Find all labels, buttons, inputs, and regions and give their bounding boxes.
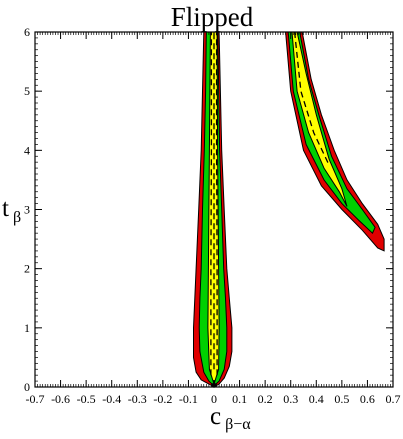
x-axis-label-main: c bbox=[210, 403, 221, 430]
dashed-line-right-3 bbox=[293, 31, 330, 166]
regions-layer bbox=[193, 31, 385, 388]
chart-title: Flipped bbox=[171, 2, 254, 32]
dashed-line-central-1 bbox=[215, 32, 218, 376]
y-axis-label: t β bbox=[2, 195, 21, 226]
y-tick-label: 5 bbox=[24, 84, 30, 98]
y-tick-label: 4 bbox=[24, 143, 30, 157]
y-tick-label: 0 bbox=[24, 380, 30, 394]
ticks-layer: -0.7 -0.6 -0.5 -0.4 -0.3 -0.2 -0.1 0 0.1 0.2 0.3 0.… bbox=[24, 25, 401, 406]
x-tick-label: 0.5 bbox=[334, 392, 349, 406]
x-tick-label: 0.2 bbox=[258, 392, 273, 406]
x-axis-label-sub: β−α bbox=[225, 416, 251, 433]
x-tick-label: 0 bbox=[211, 392, 217, 406]
y-tick-label: 3 bbox=[24, 203, 30, 217]
x-tick-label: -0.1 bbox=[179, 392, 198, 406]
y-tick-label: 1 bbox=[24, 321, 30, 335]
y-axis-label-main: t bbox=[2, 195, 9, 222]
x-tick-label: 0.3 bbox=[283, 392, 298, 406]
x-tick-label: 0.7 bbox=[386, 392, 401, 406]
x-axis-label: c β−α bbox=[210, 403, 251, 433]
x-tick-label: -0.7 bbox=[26, 392, 45, 406]
x-tick-label: -0.3 bbox=[128, 392, 147, 406]
x-tick-label: 0.4 bbox=[309, 392, 324, 406]
x-tick-label: -0.6 bbox=[51, 392, 70, 406]
dashed-lines-layer bbox=[210, 31, 330, 388]
x-tick-label: -0.2 bbox=[153, 392, 172, 406]
x-tick-label: -0.5 bbox=[77, 392, 96, 406]
x-tick-label: 0.1 bbox=[232, 392, 247, 406]
y-tick-label: 6 bbox=[24, 25, 30, 39]
y-tick-label: 2 bbox=[24, 262, 30, 276]
y-axis-label-sub: β bbox=[13, 209, 21, 226]
region-right-inner bbox=[291, 31, 348, 207]
dashed-line-central-0 bbox=[210, 32, 213, 376]
x-tick-label: 0.6 bbox=[360, 392, 375, 406]
x-tick-label: -0.4 bbox=[102, 392, 121, 406]
